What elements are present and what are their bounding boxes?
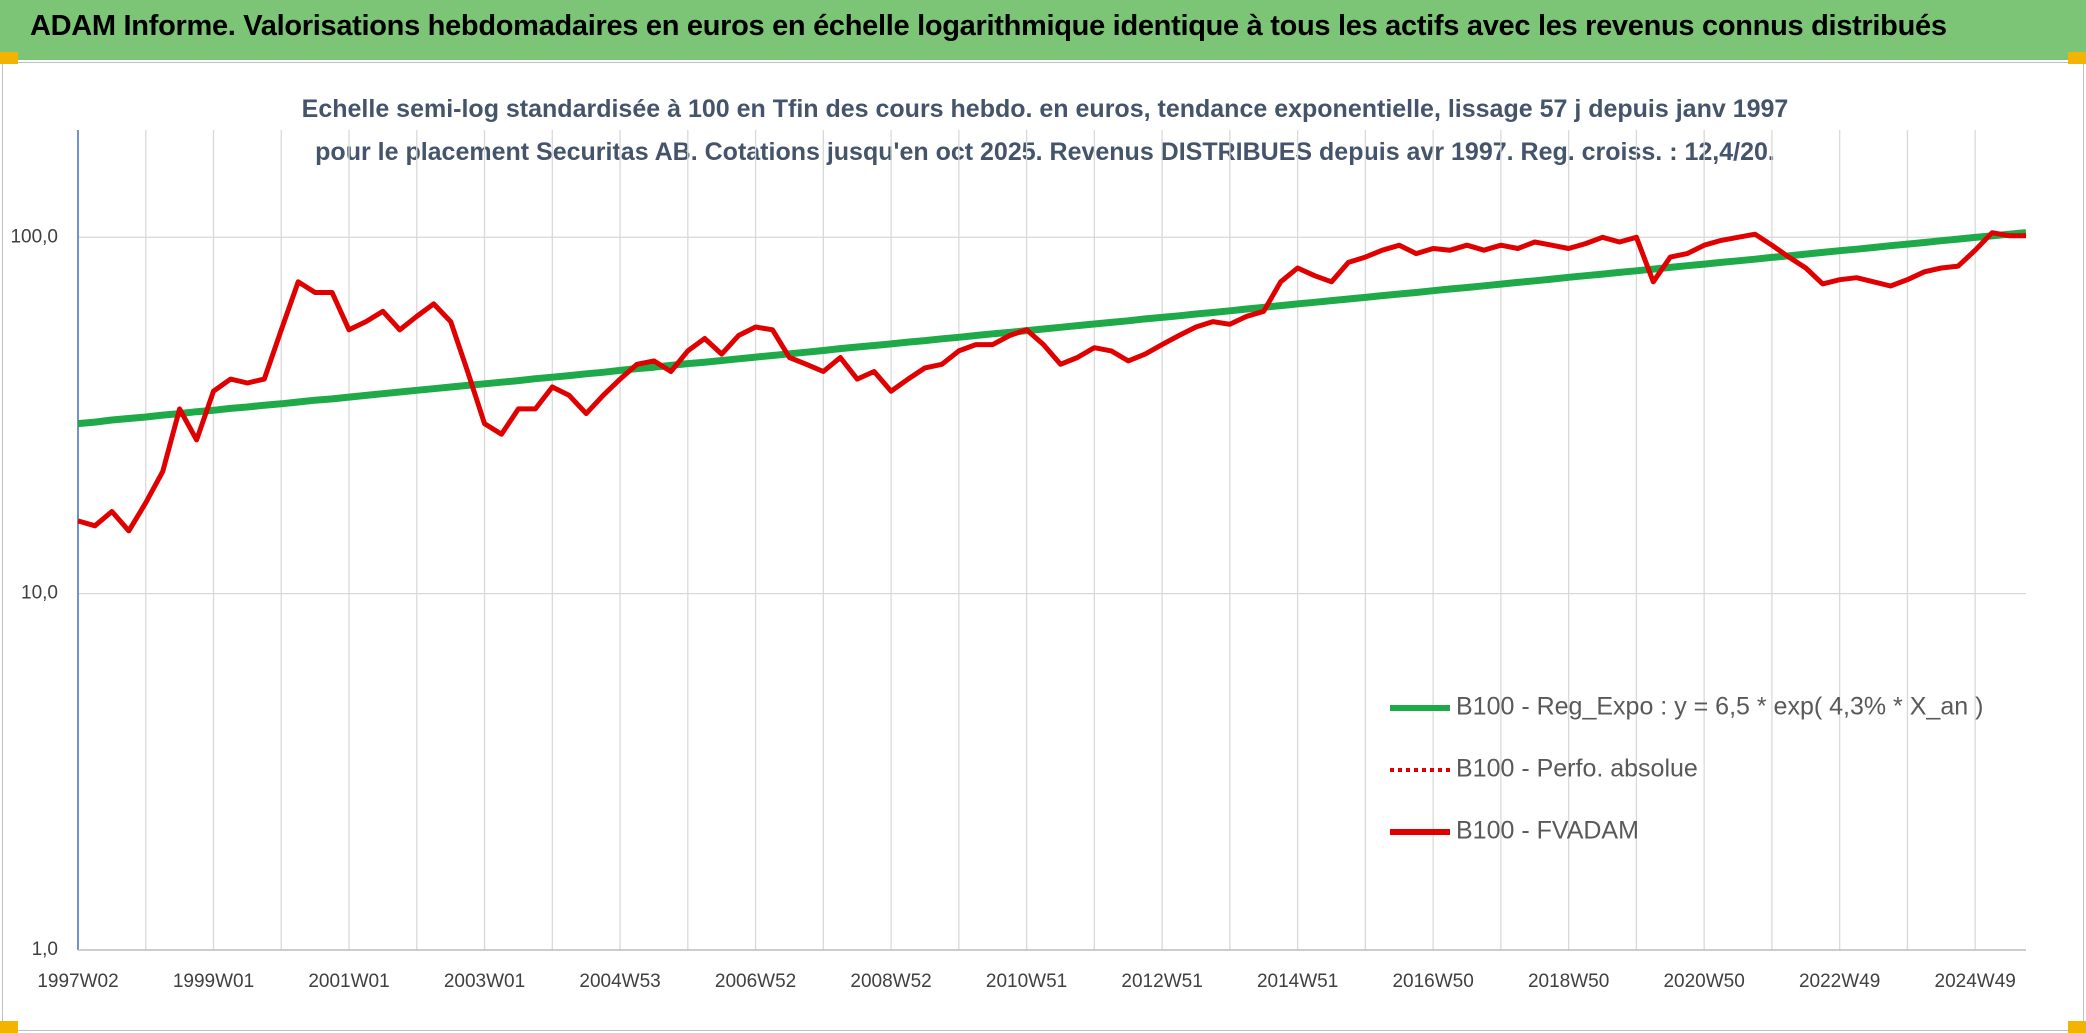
x-tick-label: 2010W51: [986, 971, 1067, 992]
x-tick-label: 2020W50: [1663, 971, 1744, 992]
x-tick-label: 2001W01: [308, 971, 389, 992]
series-line: [77, 230, 2026, 533]
corner-mark: [0, 1021, 18, 1033]
series-line: [77, 230, 2026, 534]
y-tick-label: 10,0: [21, 583, 58, 604]
corner-mark: [2068, 52, 2086, 64]
y-tick-label: 100,0: [10, 226, 58, 247]
header-bar: ADAM Informe. Valorisations hebdomadaire…: [0, 0, 2086, 60]
x-tick-label: 1999W01: [173, 971, 254, 992]
y-tick-label: 1,0: [32, 939, 58, 960]
x-tick-label: 2024W49: [1935, 971, 2016, 992]
chart-title: ADAM Informe. Valorisations hebdomadaire…: [30, 10, 1947, 42]
x-tick-label: 2022W49: [1799, 971, 1880, 992]
legend-label: B100 - Reg_Expo : y = 6,5 * exp( 4,3% * …: [1456, 693, 1983, 721]
corner-mark: [2068, 1021, 2086, 1033]
x-tick-label: 2003W01: [444, 971, 525, 992]
x-tick-label: 2012W51: [1121, 971, 1202, 992]
legend-label: B100 - FVADAM: [1456, 817, 1639, 845]
chart-subtitle: Echelle semi-log standardisée à 100 en T…: [301, 95, 1789, 166]
corner-mark: [0, 52, 18, 64]
x-tick-label: 2018W50: [1528, 971, 1609, 992]
x-tick-label: 2016W50: [1392, 971, 1473, 992]
legend-label: B100 - Perfo. absolue: [1456, 755, 1698, 783]
x-tick-label: 2014W51: [1257, 971, 1338, 992]
x-tick-label: 2008W52: [850, 971, 931, 992]
x-tick-label: 2006W52: [715, 971, 796, 992]
x-tick-label: 1997W02: [37, 971, 118, 992]
chart-frame: [2, 62, 2084, 1031]
series-line: [77, 229, 2027, 428]
x-tick-label: 2004W53: [579, 971, 660, 992]
